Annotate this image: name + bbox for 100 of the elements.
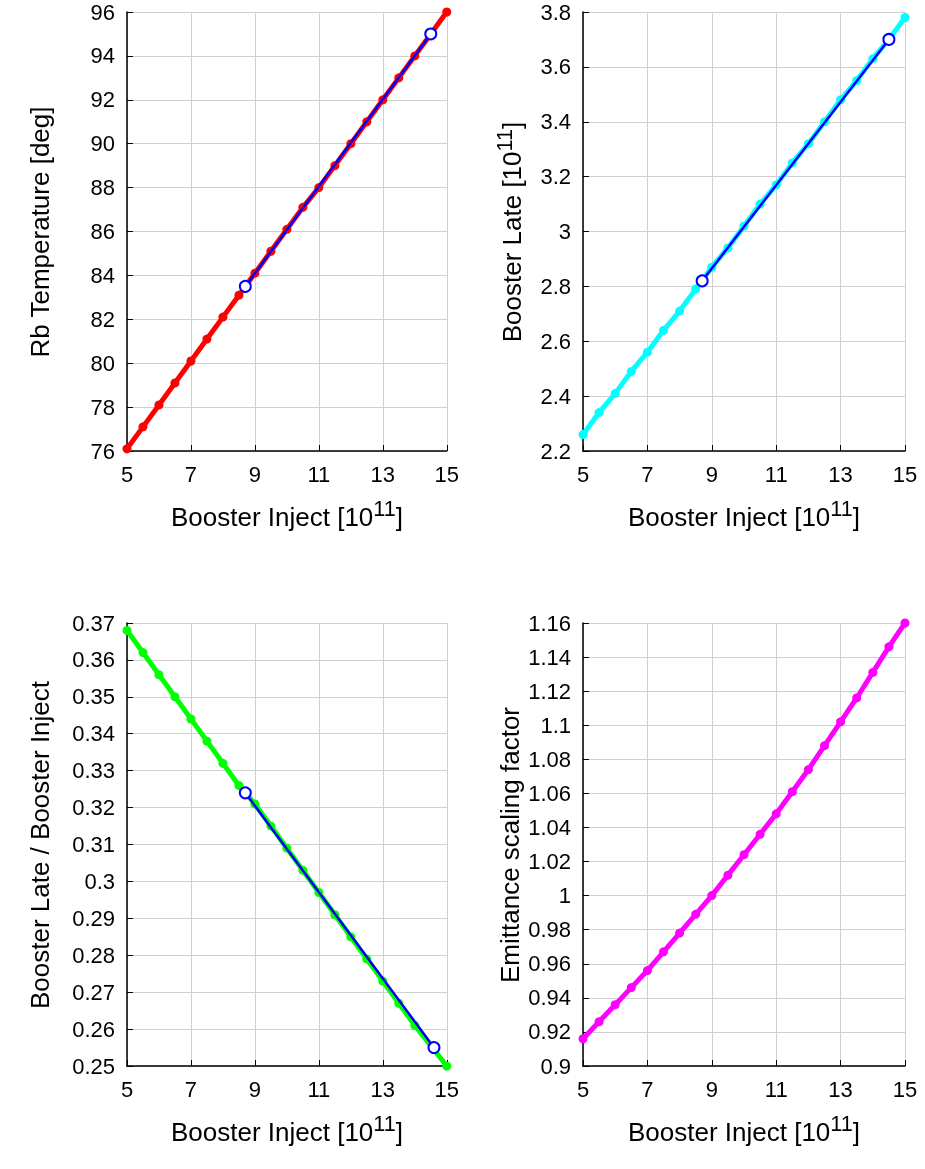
y-tick-label: 3.6 [540,54,571,80]
x-tick-label: 9 [705,1076,718,1102]
y-tick-label: 1.08 [528,746,571,772]
y-tick-label: 0.31 [72,832,115,857]
point [594,408,604,418]
y-axis-title: Rb Temperature [deg] [24,106,56,357]
y-tick-label: 86 [90,219,115,244]
y-tick-label: 0.35 [72,684,115,710]
x-tick-label: 7 [641,461,654,487]
y-tick-label: 3.4 [540,109,571,135]
point [884,642,894,652]
point [238,279,252,293]
y-tick-label: 92 [90,87,115,113]
y-tick-label: 94 [90,43,115,69]
point [202,736,212,746]
point [707,891,717,901]
y-tick-label: 1.16 [528,610,571,636]
point [675,928,685,938]
y-tick-label: 0.25 [72,1053,115,1079]
y-tick-label: 0.28 [72,942,115,968]
y-tick-label: 96 [90,0,115,25]
y-tick-label: 0.96 [528,951,571,977]
point [642,347,652,357]
y-tick-label: 76 [90,438,115,464]
y-tick-label: 0.98 [528,917,571,943]
y-tick-label: 0.29 [72,905,115,931]
y-tick-label: 1.1 [540,712,571,738]
point [170,692,180,702]
y-axis-title: Booster Late / Booster Inject [24,680,56,1009]
point [691,909,701,919]
x-tick-label: 9 [248,1076,262,1102]
point [900,12,910,22]
x-tick-label: 13 [370,461,396,487]
x-tick-label: 5 [576,1076,590,1102]
point [138,648,148,658]
x-axis-title: Booster Inject [10$^{11}$] [626,1111,862,1148]
point [594,1017,604,1027]
point [659,947,668,957]
y-tick-label: 0.37 [72,610,115,636]
x-tick-label: 11 [307,461,331,487]
point [427,1041,441,1055]
point [442,7,452,17]
x-tick-label: 11 [764,1076,788,1102]
y-tick-label: 3.2 [540,164,571,190]
point [771,809,781,819]
y-tick-label: 1.04 [528,814,571,840]
x-tick-label: 15 [892,461,918,487]
x-tick-label: 5 [120,461,134,487]
x-axis-title: Booster Inject [10$^{11}$] [169,496,405,533]
point [642,966,652,976]
point [739,850,749,860]
point [154,670,164,680]
y-tick-label: 0.34 [72,721,115,747]
point [691,284,701,294]
point [170,378,180,388]
point [186,356,196,366]
point [202,334,212,344]
x-tick-label: 11 [307,1076,331,1102]
point [852,693,862,703]
point [218,758,228,768]
y-tick-label: 80 [90,350,115,376]
y-tick-label: 3 [558,219,571,244]
y-tick-label: 1.14 [528,644,571,670]
point [138,422,148,432]
point [238,786,252,800]
y-tick-label: 0.3 [84,868,115,894]
point [755,829,765,839]
point [820,741,829,751]
point [578,1034,588,1044]
x-tick-label: 13 [828,461,853,487]
y-tick-label: 2.4 [540,383,571,409]
y-tick-label: 0.33 [72,758,115,784]
x-tick-label: 11 [764,461,788,487]
y-tick-label: 1 [558,883,571,909]
y-tick-label: 1.12 [528,678,571,704]
x-tick-label: 13 [828,1076,853,1102]
x-tick-label: 5 [120,1076,134,1102]
point [675,306,685,316]
y-tick-label: 78 [90,394,115,420]
y-tick-label: 0.26 [72,1016,115,1042]
point [868,667,878,677]
point [695,274,709,288]
point [234,780,244,790]
y-tick-label: 0.36 [72,647,115,673]
point [610,388,620,398]
y-tick-label: 1.02 [528,849,571,875]
point [186,714,196,724]
x-tick-label: 9 [705,461,718,487]
point [659,325,668,335]
x-tick-label: 9 [248,461,262,487]
y-tick-label: 82 [90,306,115,332]
y-tick-label: 3.8 [540,0,571,25]
x-axis-title: Booster Inject [10$^{11}$] [626,496,862,533]
point [234,290,244,300]
point [626,366,636,376]
x-tick-label: 15 [892,1076,918,1102]
x-tick-label: 15 [434,1076,460,1102]
y-tick-label: 90 [90,131,115,157]
y-tick-label: 0.32 [72,795,115,821]
point [803,765,813,775]
